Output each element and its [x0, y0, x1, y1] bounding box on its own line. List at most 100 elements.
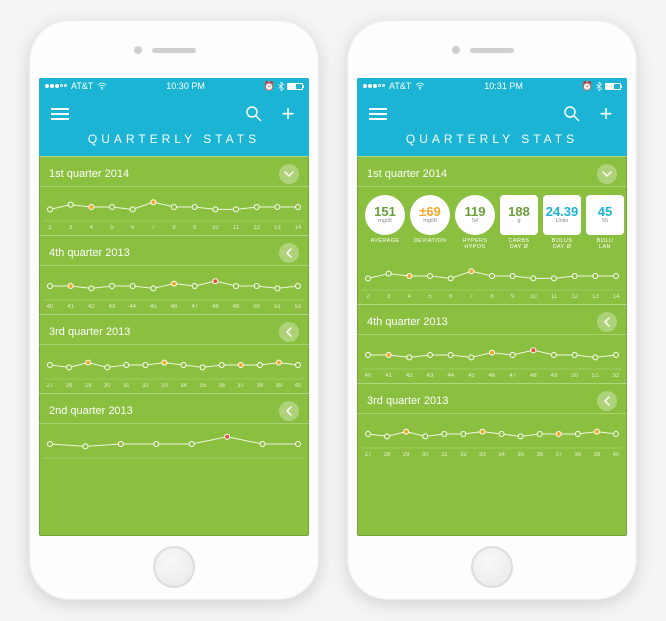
search-button[interactable] [243, 103, 265, 125]
content-scroll[interactable]: 1st quarter 2014 151 mg/dl AVERAGE ±69 m… [357, 156, 627, 536]
chart-point [531, 348, 536, 353]
battery-icon [287, 83, 303, 90]
chart-point [213, 207, 218, 212]
weekly-chart: 2728293031323334353637383940 [361, 414, 623, 458]
battery-icon [605, 83, 621, 90]
weekly-chart [43, 424, 305, 468]
home-button[interactable] [153, 546, 195, 588]
alarm-icon: ⏰ [264, 81, 275, 92]
section-header[interactable]: 2nd quarter 2013 [39, 394, 309, 424]
stat-card[interactable]: 119 54 HYPERSHYPOS [455, 195, 495, 250]
axis-label: 10 [212, 225, 219, 231]
stat-card[interactable]: 45 55 BOLULAN [586, 195, 624, 250]
chart-point [572, 353, 577, 358]
chart-point [130, 284, 135, 289]
axis-label: 14 [295, 225, 302, 231]
section-title: 2nd quarter 2013 [49, 405, 133, 417]
search-button[interactable] [561, 103, 583, 125]
axis-label: 46 [489, 373, 496, 379]
axis-label: 41 [385, 373, 392, 379]
add-button[interactable]: + [277, 103, 299, 125]
card-value: 119 [465, 205, 486, 219]
chart-point [219, 363, 224, 368]
chart-point [67, 365, 72, 370]
expand-toggle[interactable] [279, 164, 299, 184]
stat-card[interactable]: 24.39 Units BOLUSDAY Ø [543, 195, 581, 250]
chart-point [296, 442, 301, 447]
axis-label: 6 [131, 225, 135, 231]
stat-card[interactable]: ±69 mg/dl DEVIATION [410, 195, 450, 250]
chart-point [89, 205, 94, 210]
stat-cards-row[interactable]: 151 mg/dl AVERAGE ±69 mg/dl DEVIATION 11… [357, 187, 627, 256]
axis-label: 5 [428, 294, 432, 300]
section-header[interactable]: 1st quarter 2014 [39, 157, 309, 187]
chart-point [118, 442, 123, 447]
axis-label: 2 [366, 294, 370, 300]
axis-label: 52 [295, 304, 302, 310]
section-header[interactable]: 3rd quarter 2013 [357, 384, 627, 414]
chart-point [172, 281, 177, 286]
weekly-chart: 40414243444546474849505152 [361, 335, 623, 379]
section-title: 4th quarter 2013 [49, 247, 130, 259]
card-subvalue: g [517, 219, 520, 225]
section-title: 1st quarter 2014 [367, 168, 447, 180]
chart-point [518, 434, 523, 439]
axis-label: 7 [152, 225, 156, 231]
axis-label: 41 [67, 304, 74, 310]
expand-toggle[interactable] [597, 164, 617, 184]
section-header[interactable]: 1st quarter 2014 [357, 157, 627, 187]
chart-point [254, 205, 259, 210]
axis-label: 43 [109, 304, 116, 310]
chart-point [86, 360, 91, 365]
chart-point [234, 207, 239, 212]
chart-point [407, 355, 412, 360]
chart-point [385, 434, 390, 439]
card-subvalue: 54 [472, 219, 478, 225]
chart-point [110, 205, 115, 210]
add-button[interactable]: + [595, 103, 617, 125]
status-bar: AT&T 10:30 PM ⏰ [39, 78, 309, 94]
carrier-label: AT&T [389, 81, 411, 91]
bluetooth-icon [278, 82, 284, 91]
chart-point [531, 276, 536, 281]
axis-label: 45 [468, 373, 475, 379]
menu-button[interactable] [367, 103, 389, 125]
home-button[interactable] [471, 546, 513, 588]
expand-toggle[interactable] [279, 322, 299, 342]
expand-toggle[interactable] [597, 391, 617, 411]
content-scroll[interactable]: 1st quarter 2014 234567891011121314 4th … [39, 156, 309, 536]
axis-label: 36 [218, 383, 225, 389]
section-title: 4th quarter 2013 [367, 316, 448, 328]
expand-toggle[interactable] [279, 243, 299, 263]
search-icon [563, 105, 581, 123]
axis-label: 3 [69, 225, 73, 231]
section-title: 1st quarter 2014 [49, 168, 129, 180]
page-title: QUARTERLY STATS [49, 132, 299, 146]
card-label: HYPERSHYPOS [462, 238, 487, 250]
chart-point [366, 432, 371, 437]
chart-point [192, 205, 197, 210]
section-header[interactable]: 4th quarter 2013 [39, 236, 309, 266]
axis-label: 7 [470, 294, 474, 300]
axis-label: 47 [191, 304, 198, 310]
wifi-icon [415, 82, 425, 90]
stat-card[interactable]: 188 g CARBSDAY Ø [500, 195, 538, 250]
expand-toggle[interactable] [597, 312, 617, 332]
axis-label: 11 [233, 225, 240, 231]
chart-point [386, 353, 391, 358]
chart-point [124, 363, 129, 368]
stat-card[interactable]: 151 mg/dl AVERAGE [365, 195, 405, 250]
section-header[interactable]: 3rd quarter 2013 [39, 315, 309, 345]
screen: AT&T 10:30 PM ⏰ [39, 78, 309, 536]
section-header[interactable]: 4th quarter 2013 [357, 305, 627, 335]
card-subvalue: Units [556, 219, 569, 225]
chart-point [448, 276, 453, 281]
hamburger-icon [51, 105, 69, 123]
menu-button[interactable] [49, 103, 71, 125]
axis-label: 9 [511, 294, 515, 300]
chart-point [275, 205, 280, 210]
clock-label: 10:31 PM [429, 81, 577, 91]
chart-point [407, 274, 412, 279]
expand-toggle[interactable] [279, 401, 299, 421]
axis-label: 27 [365, 452, 372, 458]
